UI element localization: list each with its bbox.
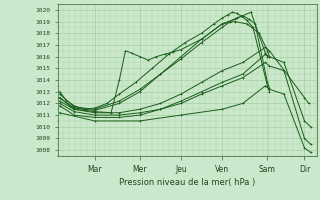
X-axis label: Pression niveau de la mer( hPa ): Pression niveau de la mer( hPa )	[119, 178, 255, 187]
